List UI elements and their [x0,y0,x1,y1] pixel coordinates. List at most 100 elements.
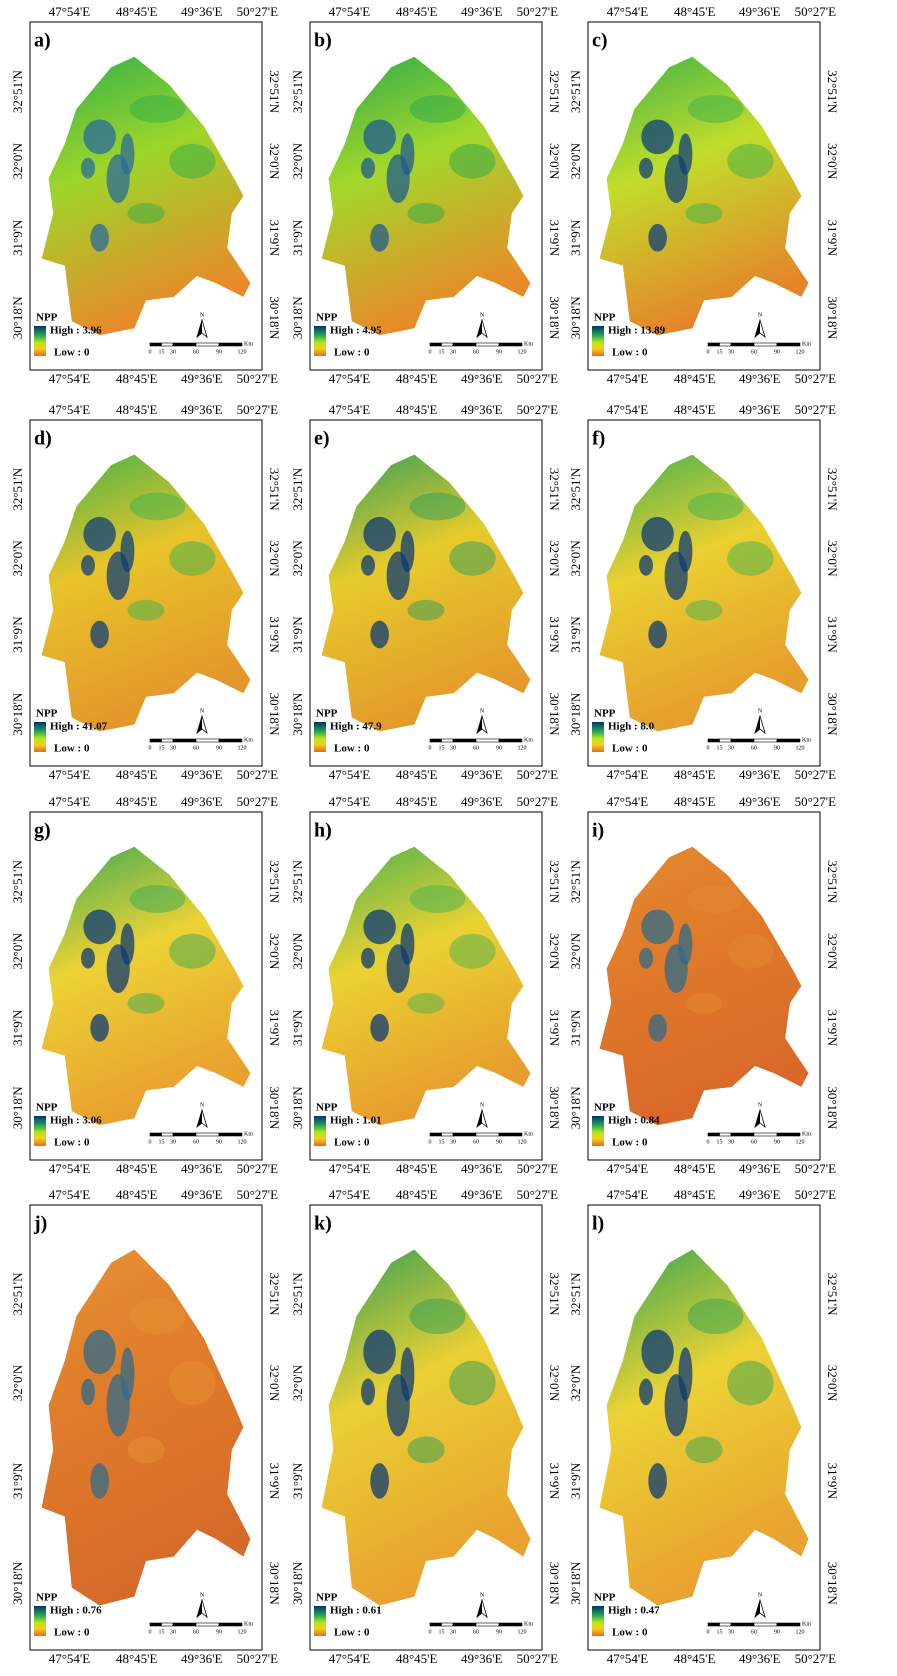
legend-title: NPP [316,708,338,720]
longitude-label: 49°36'E [461,1651,503,1666]
scale-bar-segment [429,738,442,743]
map-patch [120,530,135,573]
map-patch [409,492,466,521]
map-panel: 47°54'E 47°54'E 48°45'E 48°45'E 49°36'E 49°36… [568,402,840,782]
map-patch [127,1436,165,1464]
map-patch [639,554,653,576]
legend-gradient [34,1606,46,1636]
map-panel: 47°54'E 47°54'E 48°45'E 48°45'E 49°36'E 49°36… [10,4,282,386]
longitude-label: 47°54'E [329,1161,371,1176]
scale-bar-segment [195,1132,220,1137]
latitude-label: 32°0'N [10,932,25,969]
scale-label: 60 [473,1139,479,1145]
north-label: N [480,1592,485,1598]
longitude-label: 50°27'E [795,1651,837,1666]
scale-label: 120 [796,349,805,355]
scale-unit: Km [244,737,253,743]
map-patch [727,933,774,969]
map-patch [449,933,496,969]
longitude-label: 49°36'E [181,402,223,417]
longitude-label: 49°36'E [181,371,223,386]
scale-unit: Km [244,1621,253,1627]
scale-label: 30 [170,1139,176,1145]
scale-label: 0 [149,745,152,751]
latitude-label: 32°0'N [547,143,562,180]
map-patch [169,933,216,969]
latitude-label: 32°0'N [568,142,583,179]
scale-bar-segment [218,1622,243,1627]
scale-bar-segment [776,1132,801,1137]
scale-label: 60 [193,1629,199,1635]
map-patch [129,492,186,521]
longitude-label: 50°27'E [795,794,837,809]
latitude-label: 32°51'N [547,468,562,512]
longitude-label: 49°36'E [461,402,503,417]
map-patch [407,992,445,1014]
legend-gradient [314,1606,326,1636]
scale-bar-segment [707,1132,720,1137]
map-patch [90,223,109,252]
legend-gradient [592,326,604,356]
map-texture [639,492,774,649]
scale-bar-segment [195,738,220,743]
scale-bar-segment [441,1622,454,1627]
scale-bar-segment [172,342,197,347]
map-patch [685,599,723,621]
map-patch [363,119,396,155]
longitude-label: 48°45'E [396,794,438,809]
latitude-label: 32°0'N [290,1364,305,1401]
scale-bar-segment [195,1622,220,1627]
longitude-label: 48°45'E [396,1161,438,1176]
legend-low: Low : 0 [612,1137,648,1149]
scale-bar-segment [719,342,732,347]
scale-label: 120 [796,1629,805,1635]
scale-bar-segment [149,738,162,743]
latitude-label: 31°9'N [547,1010,562,1047]
legend-high: High : 3.06 [50,1115,102,1127]
latitude-label: 31°9'N [290,1462,305,1499]
map-patch [449,1360,496,1406]
map-panel: 47°54'E 47°54'E 48°45'E 48°45'E 49°36'E 49°36… [568,794,840,1176]
latitude-label: 32°51'N [568,1272,583,1316]
map-patch [641,1329,674,1375]
longitude-label: 50°27'E [237,1651,279,1666]
latitude-label: 31°9'N [547,1463,562,1500]
latitude-label: 32°0'N [825,1365,840,1402]
scale-label: 0 [149,349,152,355]
latitude-label: 32°51'N [10,1272,25,1316]
north-arrow-half [197,716,202,733]
latitude-label: 32°51'N [568,860,583,904]
map-patch [641,119,674,155]
scale-bar-segment [441,738,454,743]
scale-label: 90 [216,1629,222,1635]
latitude-label: 32°51'N [267,1273,282,1317]
longitude-label: 47°54'E [49,402,91,417]
longitude-label: 49°36'E [461,4,503,19]
map-patch [361,947,375,969]
latitude-label: 31°9'N [568,1462,583,1499]
map-patch [83,516,116,552]
scale-bar-segment [452,1132,477,1137]
legend-gradient [34,1116,46,1146]
scale-label: 60 [751,745,757,751]
legend-title: NPP [316,312,338,324]
latitude-label: 30°18'N [267,1086,282,1130]
latitude-label: 32°51'N [825,1273,840,1317]
latitude-label: 31°9'N [825,1463,840,1500]
map-patch [407,1436,445,1464]
map-patch [370,1463,389,1499]
scale-bar-segment [149,342,162,347]
latitude-label: 32°51'N [290,860,305,904]
legend-high: High : 41.07 [50,721,108,733]
scale-label: 90 [216,1139,222,1145]
scale-label: 120 [238,745,247,751]
latitude-label: 31°9'N [10,219,25,256]
map-panel: 47°54'E 47°54'E 48°45'E 48°45'E 49°36'E 49°36… [290,4,562,386]
latitude-label: 32°51'N [290,1272,305,1316]
scale-bar-segment [452,738,477,743]
map-texture [639,1298,774,1499]
longitude-label: 50°27'E [517,1161,559,1176]
latitude-label: 30°18'N [267,693,282,737]
scale-unit: Km [802,1131,811,1137]
scale-bar-segment [498,1622,523,1627]
